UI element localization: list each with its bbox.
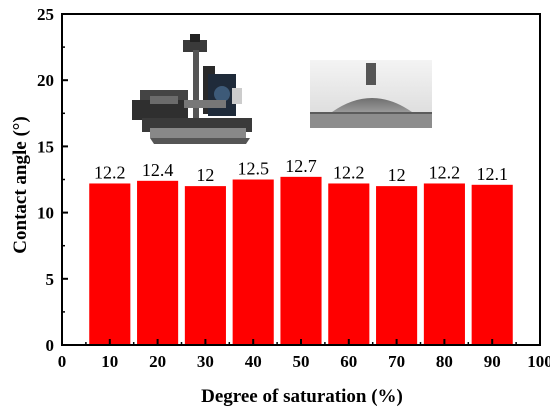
bar bbox=[376, 186, 418, 345]
data-label: 12.5 bbox=[237, 159, 269, 179]
bars-group bbox=[89, 176, 513, 345]
x-tick-label: 90 bbox=[484, 352, 501, 371]
bar bbox=[184, 186, 226, 345]
bar bbox=[328, 183, 370, 345]
y-tick-label: 25 bbox=[37, 5, 54, 24]
bar bbox=[280, 176, 322, 345]
bar bbox=[137, 180, 179, 345]
goniometer-instrument-image bbox=[132, 34, 252, 144]
data-labels-group: 12.2 12.4 12 12.5 12.7 12.2 12 12.2 12.1 bbox=[94, 156, 508, 185]
data-label: 12.4 bbox=[142, 160, 174, 180]
x-tick-label: 100 bbox=[527, 352, 550, 371]
axes-group: 0 10 20 30 40 50 60 70 80 90 100 0 5 10 15 20 25 bbox=[37, 5, 550, 371]
y-tick-label: 10 bbox=[37, 204, 54, 223]
y-tick-label: 15 bbox=[37, 137, 54, 156]
bar bbox=[232, 179, 274, 345]
data-label: 12.2 bbox=[429, 162, 461, 182]
x-tick-label: 50 bbox=[293, 352, 310, 371]
y-axis-title: Contact angle (°) bbox=[10, 116, 31, 253]
x-tick-label: 80 bbox=[436, 352, 453, 371]
bar bbox=[423, 183, 465, 345]
data-label: 12.2 bbox=[333, 162, 365, 182]
x-tick-label: 20 bbox=[149, 352, 166, 371]
bar bbox=[89, 183, 131, 345]
x-axis-title: Degree of saturation (%) bbox=[201, 386, 403, 407]
data-label: 12.7 bbox=[285, 156, 317, 176]
x-tick-label: 10 bbox=[101, 352, 118, 371]
x-tick-label: 40 bbox=[245, 352, 262, 371]
x-tick-label: 70 bbox=[388, 352, 405, 371]
data-label: 12.1 bbox=[476, 164, 508, 184]
x-tick-label: 0 bbox=[58, 352, 67, 371]
x-tick-label: 30 bbox=[197, 352, 214, 371]
y-tick-label: 5 bbox=[46, 270, 55, 289]
data-label: 12 bbox=[388, 165, 406, 185]
y-tick-label: 20 bbox=[37, 71, 54, 90]
sessile-droplet-image bbox=[310, 60, 432, 128]
x-tick-label: 60 bbox=[340, 352, 357, 371]
bar bbox=[471, 184, 513, 345]
data-label: 12 bbox=[196, 165, 214, 185]
data-label: 12.2 bbox=[94, 162, 126, 182]
y-tick-label: 0 bbox=[46, 336, 55, 355]
